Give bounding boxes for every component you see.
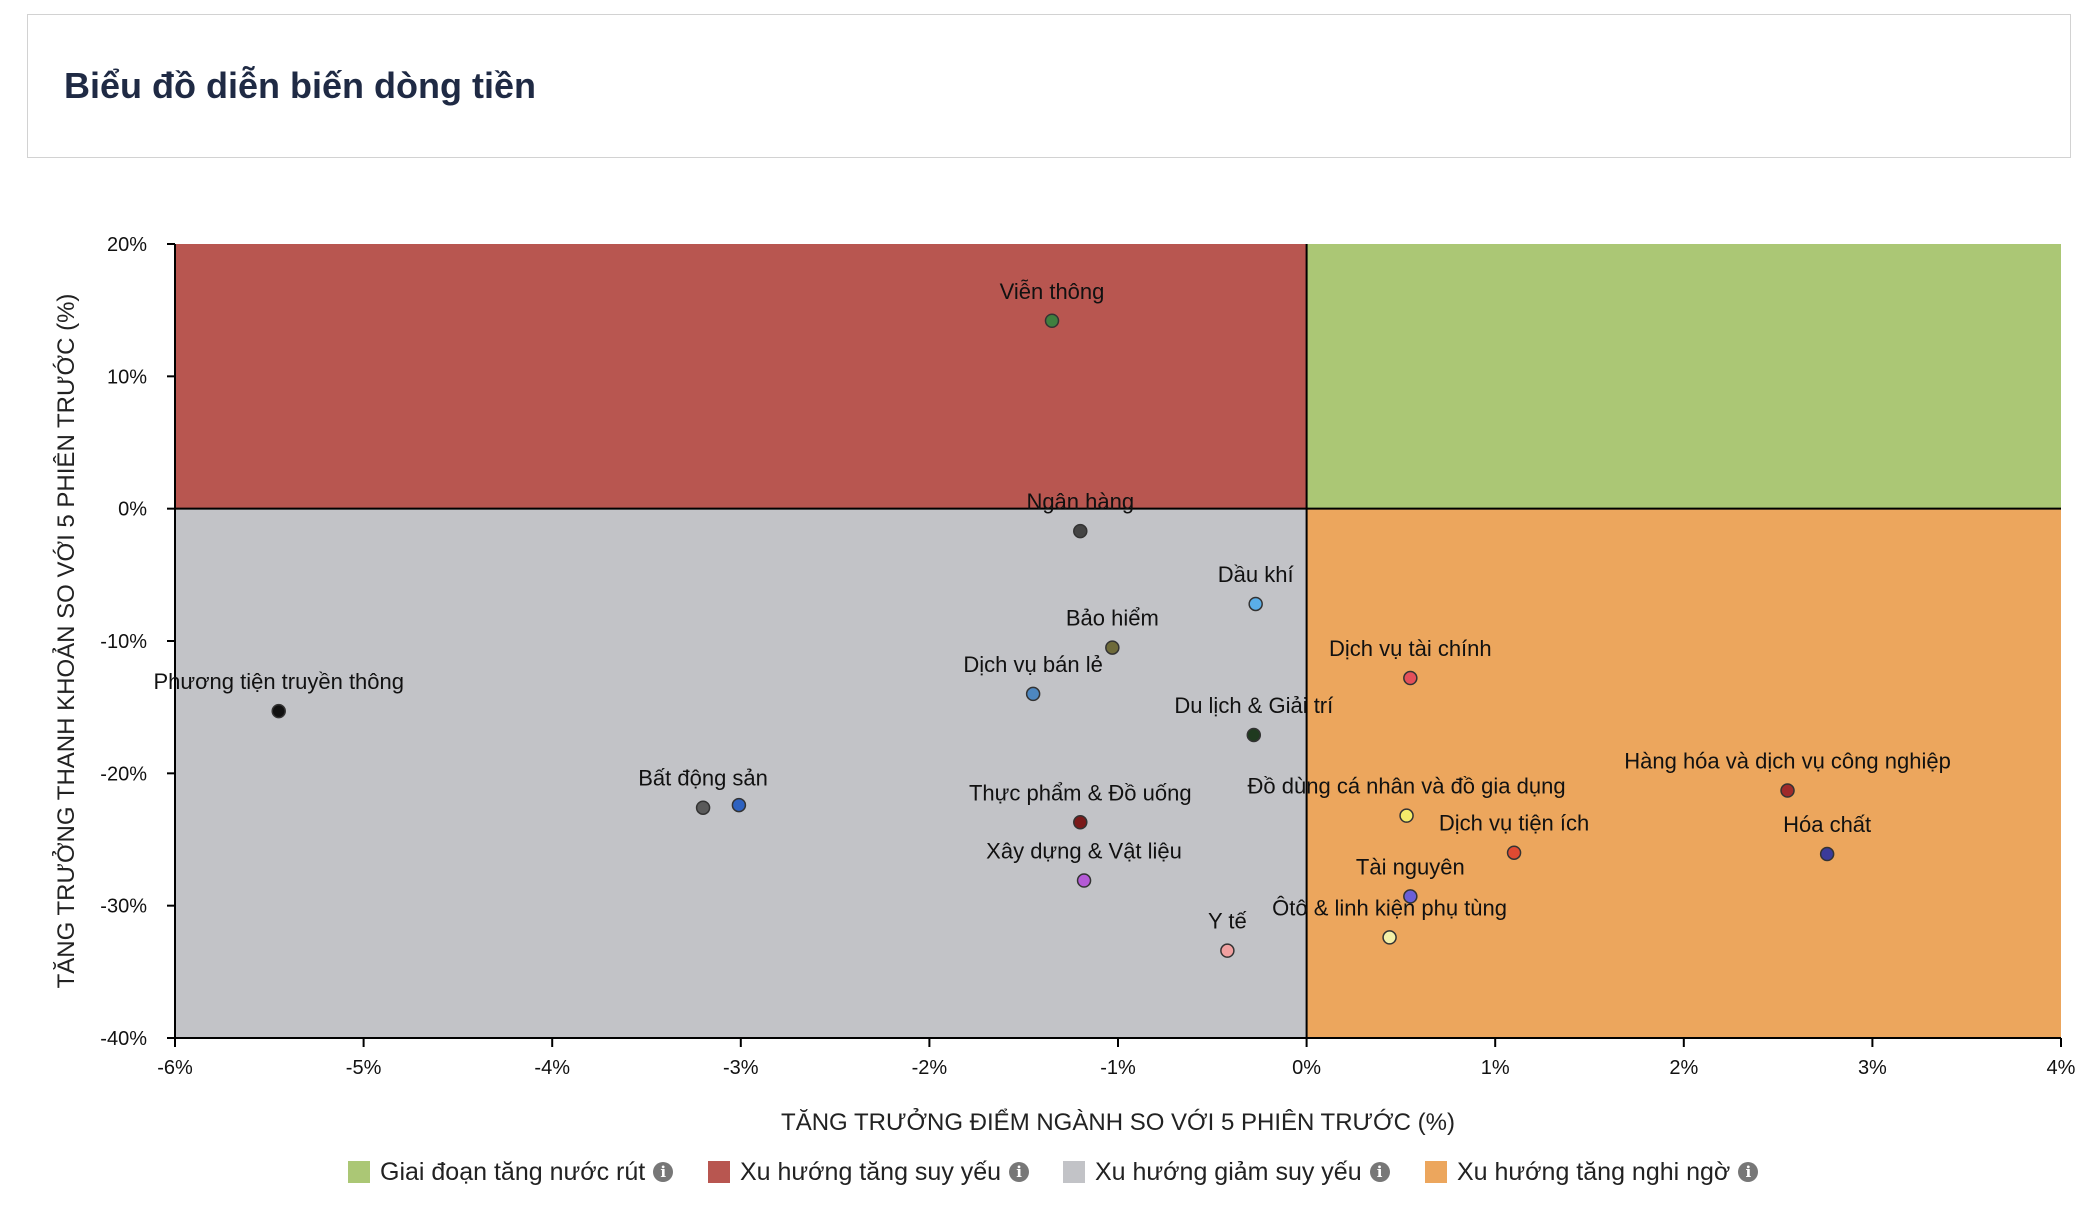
y-tick-label: -20%: [100, 763, 147, 785]
y-tick-label: -30%: [100, 896, 147, 918]
data-label: Phương tiện truyền thông: [153, 669, 404, 694]
data-label: Dịch vụ tiện ích: [1439, 811, 1589, 836]
y-tick-label: 10%: [107, 366, 147, 388]
data-label: Ôtô & linh kiện phụ tùng: [1272, 895, 1507, 920]
data-point: [1220, 943, 1235, 958]
x-tick-label: 2%: [1669, 1057, 1698, 1079]
y-axis-title: TĂNG TRƯỞNG THANH KHOẢN SO VỚI 5 PHIÊN T…: [51, 294, 80, 989]
x-tick-label: 1%: [1481, 1057, 1510, 1079]
data-label: Du lịch & Giải trí: [1174, 693, 1333, 718]
data-point: [695, 800, 711, 815]
data-label: Đồ dùng cá nhân và đồ gia dụng: [1248, 774, 1566, 799]
scatter-chart: -6% -5% -4% -3% -2% -1% 0% 1% 2% 3% 4% 20% 10% 0% -10%…: [51, 234, 2076, 1136]
info-icon[interactable]: i: [1009, 1162, 1030, 1182]
info-icon[interactable]: i: [653, 1162, 674, 1182]
legend-swatch: [708, 1161, 730, 1183]
x-tick-label: -1%: [1100, 1057, 1136, 1079]
x-tick-label: 0%: [1292, 1057, 1321, 1079]
legend-label: Xu hướng tăng nghi ngờ: [1457, 1157, 1731, 1186]
data-point: [1506, 845, 1522, 860]
data-label: Dầu khí: [1218, 562, 1294, 587]
x-axis-title: TĂNG TRƯỞNG ĐIỂM NGÀNH SO VỚI 5 PHIÊN TR…: [781, 1107, 1455, 1136]
data-label: Hóa chất: [1783, 812, 1871, 837]
data-point: [271, 703, 286, 719]
x-tick-label: 4%: [2047, 1057, 2076, 1079]
info-icon[interactable]: i: [1369, 1162, 1390, 1182]
quadrant-0: [1306, 244, 2061, 509]
legend-item-0[interactable]: Giai đoạn tăng nước rút i: [348, 1150, 674, 1194]
y-tick-label: -10%: [100, 631, 147, 653]
data-label: Y tế: [1208, 909, 1247, 934]
legend-swatch: [1063, 1161, 1085, 1183]
legend-label: Xu hướng tăng suy yếu: [740, 1157, 1002, 1186]
legend-swatch: [348, 1161, 370, 1183]
axis-layer: -6% -5% -4% -3% -2% -1% 0% 1% 2% 3% 4% 20% 10% 0% -10%…: [51, 234, 2076, 1136]
data-point: [1025, 686, 1041, 702]
legend-swatch: [1425, 1161, 1447, 1183]
point-layer: [271, 313, 1835, 958]
data-point: [1248, 596, 1263, 612]
x-tick-label: -3%: [723, 1057, 759, 1079]
legend-item-3[interactable]: Xu hướng tăng nghi ngờ i: [1425, 1150, 1759, 1194]
quadrant-1: [175, 244, 1307, 509]
data-point: [1780, 783, 1795, 798]
data-point: [1044, 313, 1060, 329]
data-point: [1073, 523, 1088, 539]
legend-item-2[interactable]: Xu hướng giảm suy yếu i: [1063, 1150, 1390, 1194]
data-label: Viễn thông: [1000, 279, 1105, 304]
data-label: Tài nguyên: [1356, 854, 1465, 879]
data-label: Ngân hàng: [1026, 489, 1134, 514]
data-point: [1403, 670, 1418, 686]
data-point: [1403, 889, 1418, 904]
y-tick-label: 0%: [118, 499, 147, 521]
info-icon[interactable]: i: [1738, 1162, 1759, 1182]
data-label: Bất động sản: [638, 766, 768, 791]
data-point: [1399, 808, 1414, 823]
data-point: [1382, 930, 1397, 945]
data-point: [1246, 727, 1262, 743]
data-point: [1105, 640, 1120, 655]
quadrant-3: [1306, 508, 2061, 1039]
x-tick-label: -4%: [534, 1057, 570, 1079]
data-point: [1819, 846, 1835, 862]
data-label: Hàng hóa và dịch vụ công nghiệp: [1624, 749, 1951, 774]
quadrant-2: [175, 508, 1307, 1039]
y-tick-label: -40%: [100, 1028, 147, 1050]
quadrant-layer: [175, 244, 2061, 1039]
x-tick-label: -2%: [912, 1057, 948, 1079]
data-label: Bảo hiểm: [1066, 606, 1159, 631]
label-layer: Viễn thông Ngân hàng Dầu khí Bảo hiểm Dịch v…: [153, 279, 1950, 934]
legend-label: Xu hướng giảm suy yếu: [1095, 1157, 1362, 1186]
x-tick-label: -5%: [346, 1057, 382, 1079]
chart-legend: Giai đoạn tăng nước rút i Xu hướng tăng …: [0, 1150, 2098, 1194]
data-label: Dịch vụ bán lẻ: [963, 652, 1102, 677]
page-title: Biểu đồ diễn biến dòng tiền: [64, 65, 536, 106]
legend-label: Giai đoạn tăng nước rút: [380, 1157, 646, 1186]
data-point: [731, 797, 747, 813]
header-card: [27, 14, 2071, 158]
legend-item-1[interactable]: Xu hướng tăng suy yếu i: [708, 1150, 1030, 1194]
data-point: [1073, 815, 1088, 830]
data-label: Dịch vụ tài chính: [1329, 636, 1492, 661]
data-label: Thực phẩm & Đồ uống: [969, 780, 1192, 805]
x-tick-label: 3%: [1858, 1057, 1887, 1079]
y-tick-label: 20%: [107, 234, 147, 256]
x-tick-label: -6%: [157, 1057, 193, 1079]
data-point: [1076, 873, 1092, 888]
data-label: Xây dựng & Vật liệu: [986, 839, 1182, 864]
